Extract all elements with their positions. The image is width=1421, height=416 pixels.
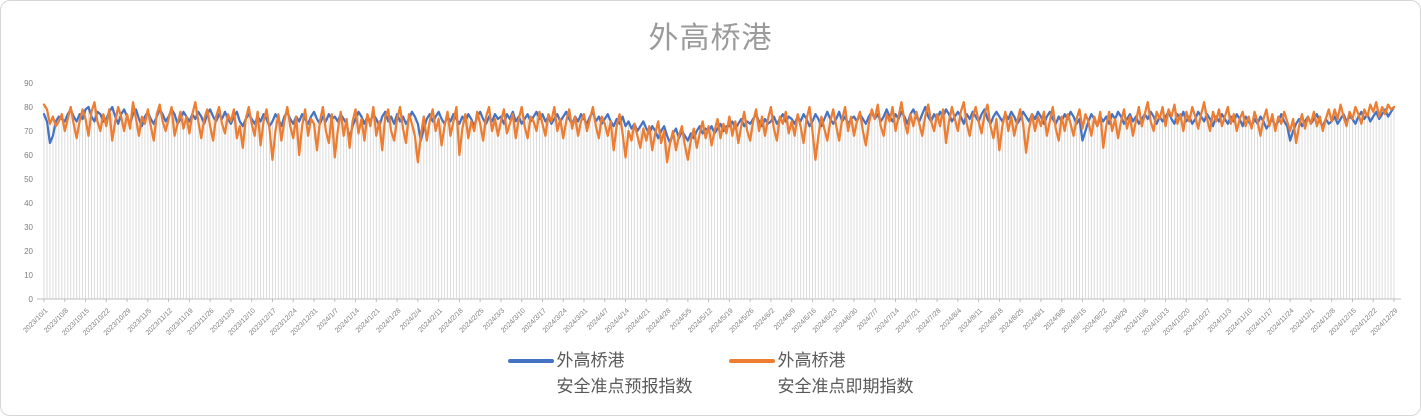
y-tick-label: 0: [29, 295, 34, 304]
y-tick-label: 70: [24, 127, 33, 136]
y-tick-label: 90: [24, 79, 33, 88]
chart-title: 外高桥港: [648, 22, 773, 55]
legend: 外高桥港 安全准点预报指数 外高桥港 安全准点即期指数: [1, 348, 1420, 400]
y-tick-label: 30: [24, 223, 33, 232]
y-tick-label: 40: [24, 199, 33, 208]
legend-label-spot-line2: 安全准点即期指数: [777, 377, 914, 396]
y-tick-label: 80: [24, 103, 33, 112]
y-tick-label: 50: [24, 175, 33, 184]
y-tick-label: 60: [24, 151, 33, 160]
legend-line-swatch-spot: [728, 359, 775, 363]
x-tick-label: 2024/6/2: [752, 307, 776, 331]
legend-label-forecast: 外高桥港 安全准点预报指数: [557, 348, 693, 400]
series-line-spot: [42, 101, 1396, 164]
legend-label-spot-line1: 外高桥港: [777, 351, 846, 370]
y-tick-label: 10: [24, 271, 33, 280]
legend-label-forecast-line2: 安全准点预报指数: [556, 377, 693, 396]
x-tick-label: 2024/9/1: [1022, 307, 1046, 331]
legend-line-swatch-forecast: [507, 359, 554, 363]
drop-lines: [43, 103, 1395, 299]
legend-label-forecast-line1: 外高桥港: [556, 351, 625, 370]
legend-label-spot: 外高桥港 安全准点即期指数: [778, 348, 914, 400]
legend-item-spot[interactable]: 外高桥港 安全准点即期指数: [728, 348, 914, 400]
legend-item-forecast[interactable]: 外高桥港 安全准点预报指数: [507, 348, 693, 400]
y-tick-label: 20: [24, 247, 33, 256]
